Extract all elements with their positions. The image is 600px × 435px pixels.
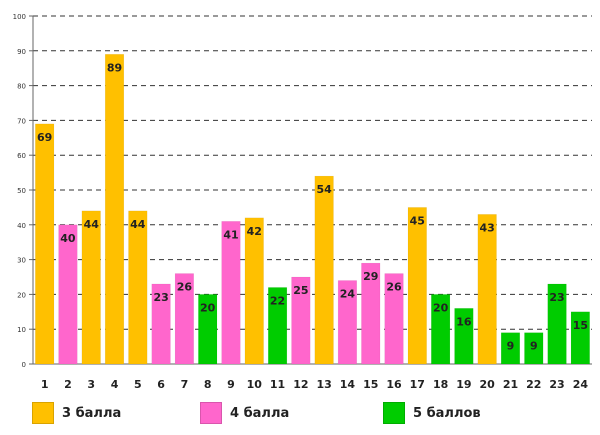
bar <box>198 294 218 365</box>
bar <box>35 123 55 365</box>
x-tick-label: 1 <box>41 378 49 391</box>
legend-swatch-4-balla <box>200 402 222 424</box>
bar <box>547 283 567 365</box>
x-tick-label: 23 <box>549 378 564 391</box>
x-tick-label: 7 <box>181 378 189 391</box>
bar-value-label: 43 <box>480 221 495 234</box>
x-tick-label: 18 <box>433 378 448 391</box>
bar-value-label: 54 <box>316 183 332 196</box>
bar-value-label: 20 <box>200 301 216 314</box>
legend-label-3-balla: 3 балла <box>62 405 122 421</box>
bar-value-label: 22 <box>270 294 285 307</box>
bar-value-label: 25 <box>293 284 308 297</box>
legend-swatch-3-balla <box>32 402 54 424</box>
x-tick-label: 24 <box>573 378 589 391</box>
bar <box>174 273 194 365</box>
bar-value-label: 9 <box>530 340 538 353</box>
x-tick-label: 9 <box>227 378 235 391</box>
bar-value-label: 44 <box>84 218 100 231</box>
bar-value-label: 89 <box>107 61 122 74</box>
bar <box>337 280 358 365</box>
x-tick-label: 10 <box>247 378 263 391</box>
x-tick-label: 22 <box>526 378 541 391</box>
bar <box>384 273 404 365</box>
bar-value-label: 40 <box>60 232 76 245</box>
bar <box>221 221 241 365</box>
bar <box>524 332 544 365</box>
bar <box>454 308 474 365</box>
bar <box>407 207 427 365</box>
y-tick-label: 10 <box>17 326 26 334</box>
bar <box>244 217 264 365</box>
x-tick-label: 21 <box>503 378 518 391</box>
bar <box>314 175 334 365</box>
bar-value-label: 41 <box>223 228 238 241</box>
x-tick-label: 6 <box>157 378 165 391</box>
bar <box>104 54 125 365</box>
bar-value-label: 23 <box>549 291 564 304</box>
bar-value-label: 24 <box>340 287 356 300</box>
y-tick-label: 40 <box>17 222 26 230</box>
legend-label-4-balla: 4 балла <box>230 405 290 421</box>
bar <box>500 332 521 365</box>
y-tick-label: 80 <box>17 83 26 91</box>
bar-value-label: 23 <box>153 291 168 304</box>
bar <box>128 210 148 365</box>
y-tick-label: 50 <box>17 187 26 195</box>
y-tick-label: 100 <box>13 13 26 21</box>
bar <box>81 210 101 365</box>
legend-item-5-ballov: 5 баллов <box>383 402 481 424</box>
x-tick-label: 13 <box>316 378 331 391</box>
y-tick-label: 30 <box>17 257 26 265</box>
bar <box>267 287 288 365</box>
x-tick-label: 2 <box>64 378 72 391</box>
x-tick-label: 11 <box>270 378 285 391</box>
x-tick-label: 19 <box>456 378 471 391</box>
bar-value-label: 26 <box>386 281 402 294</box>
x-tick-label: 8 <box>204 378 212 391</box>
bar-value-label: 69 <box>37 131 52 144</box>
legend-swatch-5-ballov <box>383 402 405 424</box>
bar-value-label: 44 <box>130 218 146 231</box>
x-tick-label: 14 <box>340 378 356 391</box>
x-tick-label: 20 <box>480 378 496 391</box>
bar <box>477 214 497 365</box>
bar <box>431 294 451 365</box>
x-tick-label: 12 <box>293 378 308 391</box>
bar <box>570 311 590 365</box>
bar <box>361 262 381 365</box>
bar-value-label: 45 <box>410 214 425 227</box>
bar <box>151 283 171 365</box>
x-tick-label: 3 <box>87 378 95 391</box>
bar-value-label: 42 <box>247 225 262 238</box>
x-tick-label: 15 <box>363 378 378 391</box>
y-tick-label: 70 <box>17 117 26 125</box>
y-tick-label: 90 <box>17 48 26 56</box>
bar-value-label: 9 <box>507 340 515 353</box>
bar-value-label: 29 <box>363 270 378 283</box>
y-tick-label: 60 <box>17 152 26 160</box>
x-tick-label: 5 <box>134 378 142 391</box>
bar <box>291 276 311 365</box>
y-tick-label: 0 <box>22 361 26 369</box>
bar-value-label: 26 <box>177 281 193 294</box>
x-tick-label: 4 <box>111 378 119 391</box>
x-tick-label: 17 <box>410 378 425 391</box>
x-tick-label: 16 <box>386 378 402 391</box>
y-tick-label: 20 <box>17 291 26 299</box>
bar <box>58 224 78 365</box>
legend-label-5-ballov: 5 баллов <box>413 405 481 421</box>
bar-value-label: 15 <box>573 319 588 332</box>
legend-item-4-balla: 4 балла <box>200 402 289 424</box>
legend-item-3-balla: 3 балла <box>32 402 121 424</box>
bar-value-label: 16 <box>456 315 472 328</box>
bar-value-label: 20 <box>433 301 449 314</box>
